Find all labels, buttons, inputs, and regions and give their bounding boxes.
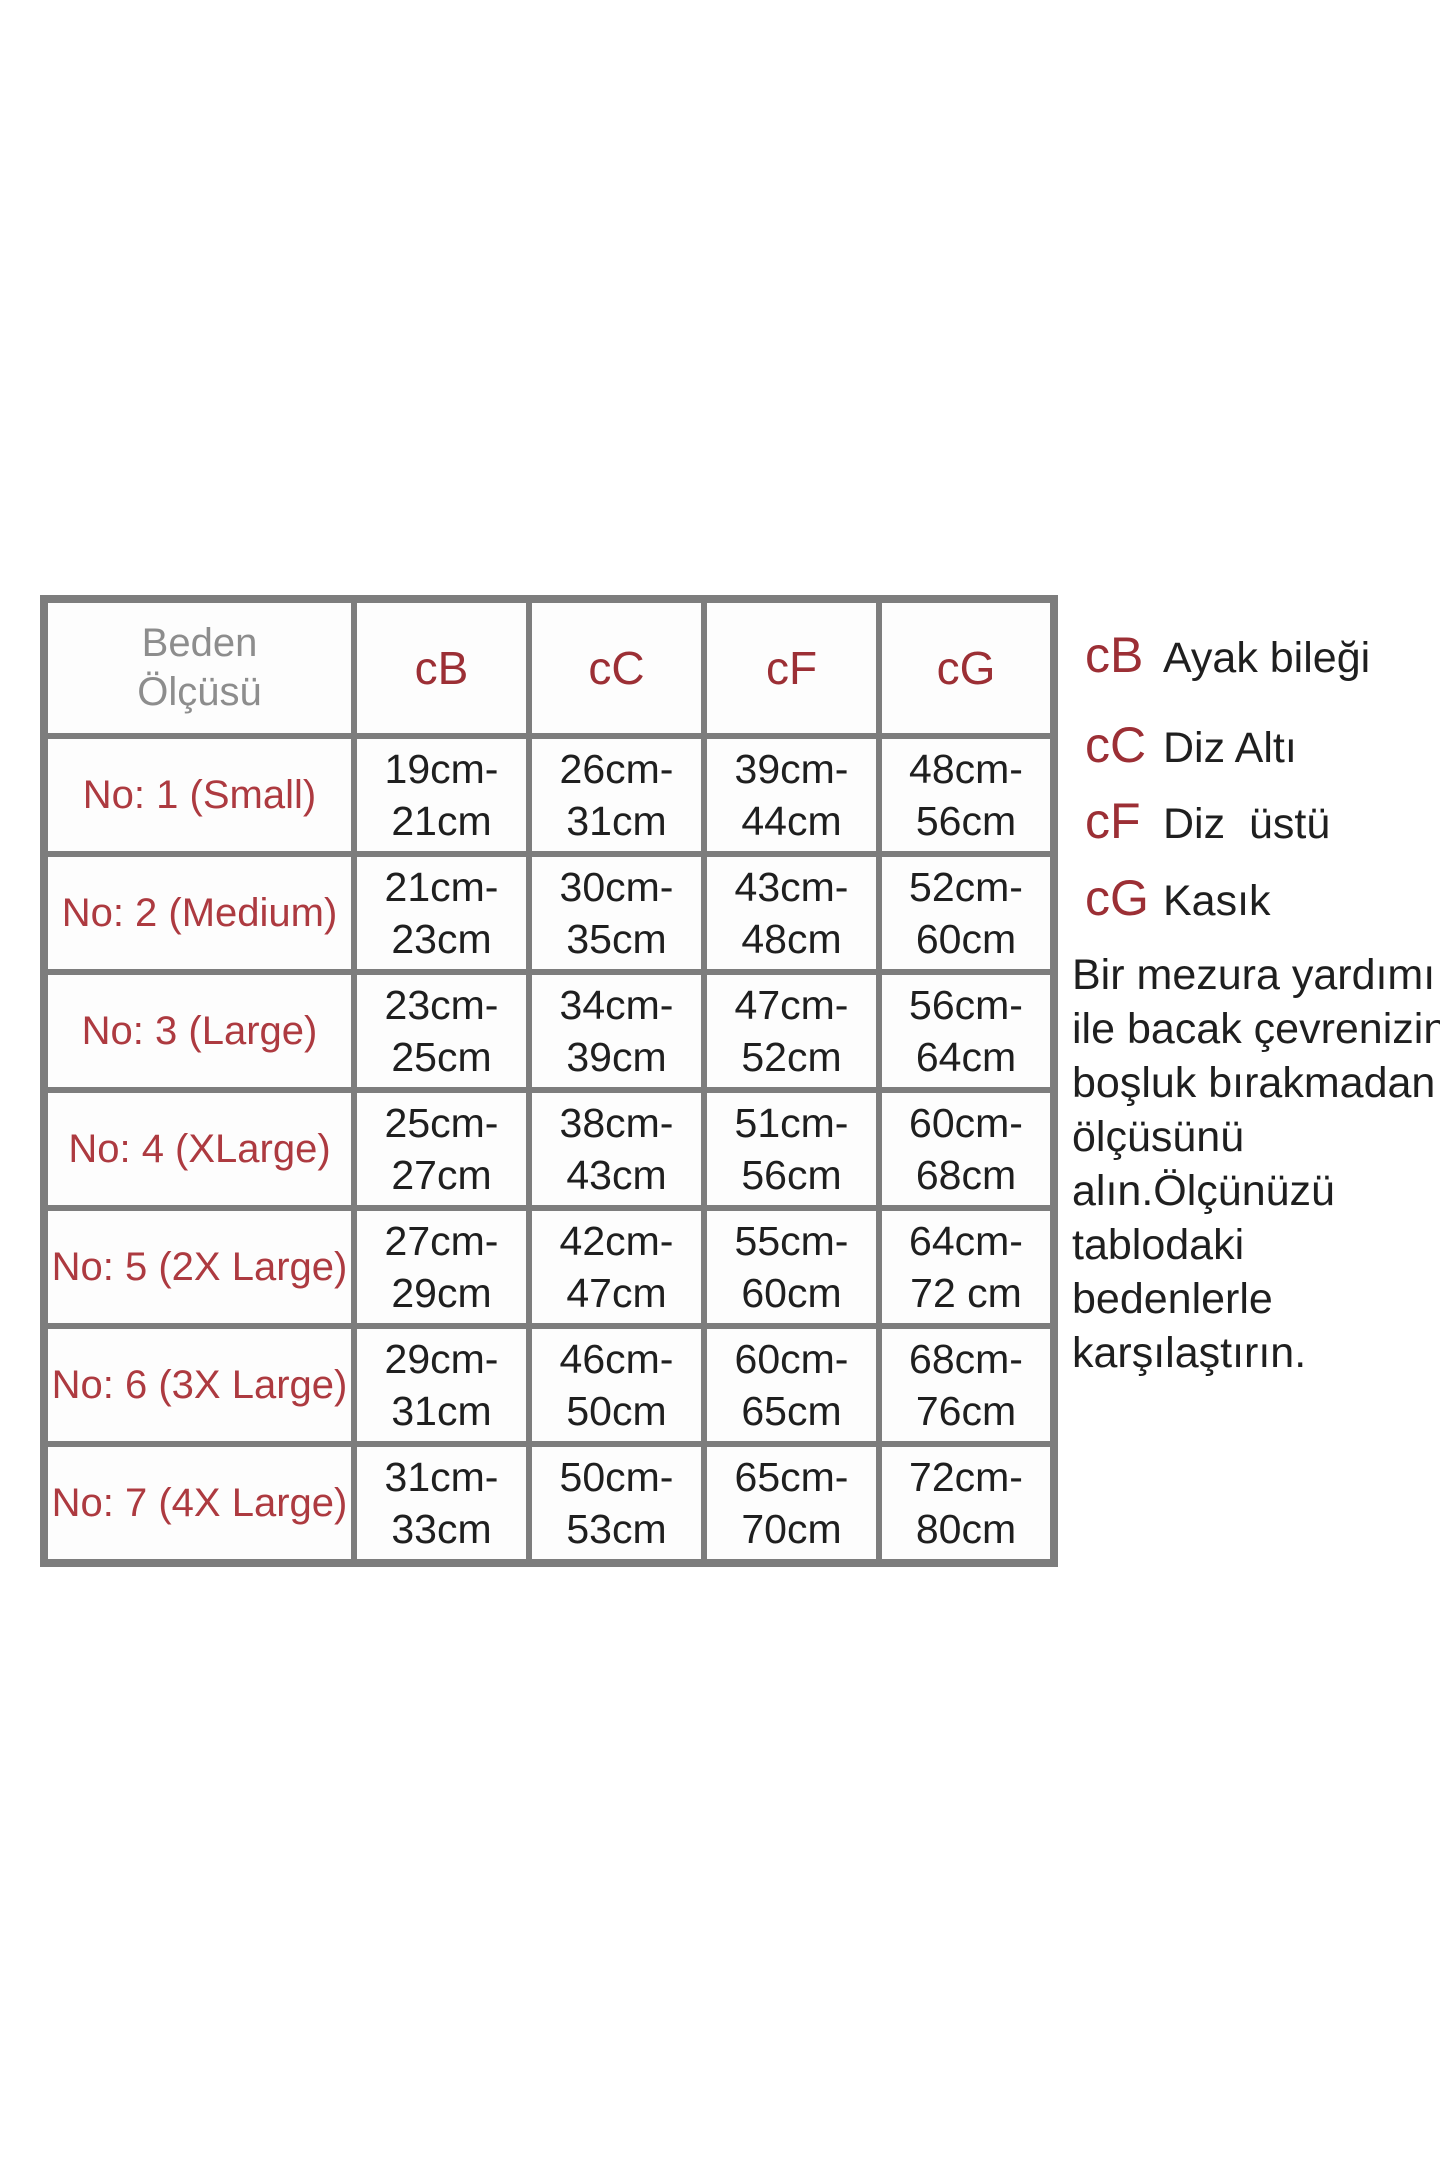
cell-cG: 56cm- 64cm [876,969,1057,1093]
row-label: No: 5 (2X Large) [41,1205,357,1329]
cell-cB: 25cm- 27cm [351,1087,532,1211]
cell-cB: 29cm- 31cm [351,1323,532,1447]
cell-cB: 31cm- 33cm [351,1441,532,1566]
cell-cF: 39cm- 44cm [701,733,882,857]
cell-cG: 48cm- 56cm [876,733,1057,857]
corner-header-beden-olcusu: Beden Ölçüsü [41,596,357,739]
size-chart-table: Beden Ölçüsü cB cC cF cG No: 1 (Small) 1… [40,595,1058,1567]
cell-cF: 47cm- 52cm [701,969,882,1093]
cell-cB: 19cm- 21cm [351,733,532,857]
cell-cC: 50cm- 53cm [526,1441,707,1566]
cell-cG: 64cm- 72 cm [876,1205,1057,1329]
cell-cF: 43cm- 48cm [701,851,882,975]
table-row-size-5: No: 5 (2X Large) 27cm- 29cm 42cm- 47cm 5… [41,1205,1057,1329]
cell-cB: 27cm- 29cm [351,1205,532,1329]
table-row-size-7: No: 7 (4X Large) 31cm- 33cm 50cm- 53cm 6… [41,1441,1057,1566]
cell-cG: 52cm- 60cm [876,851,1057,975]
column-header-cG: cG [876,596,1057,739]
table-header-row: Beden Ölçüsü cB cC cF cG [41,596,1057,739]
legend-label-ayak-bilegi: Ayak bileği [1163,634,1371,682]
legend-item-cC: cC Diz Altı [1085,716,1297,778]
cell-cC: 26cm- 31cm [526,733,707,857]
legend-abbr-cB: cB [1085,627,1144,683]
column-header-cF: cF [701,596,882,739]
cell-cG: 68cm- 76cm [876,1323,1057,1447]
cell-cC: 30cm- 35cm [526,851,707,975]
legend-item-cB: cB Ayak bileği [1085,626,1370,688]
row-label: No: 2 (Medium) [41,851,357,975]
cell-cF: 65cm- 70cm [701,1441,882,1566]
legend-item-cF: cF Diz üstü [1085,792,1330,854]
legend-label-diz-ustu: Diz üstü [1163,800,1331,848]
cell-cB: 21cm- 23cm [351,851,532,975]
column-header-cB: cB [351,596,532,739]
row-label: No: 3 (Large) [41,969,357,1093]
row-label: No: 6 (3X Large) [41,1323,357,1447]
legend-abbr-cC: cC [1085,717,1147,773]
cell-cC: 42cm- 47cm [526,1205,707,1329]
legend-item-cG: cG Kasık [1085,869,1271,931]
legend-label-kasik: Kasık [1163,877,1271,925]
row-label: No: 1 (Small) [41,733,357,857]
cell-cC: 34cm- 39cm [526,969,707,1093]
row-label: No: 7 (4X Large) [41,1441,357,1566]
table-row-size-3: No: 3 (Large) 23cm- 25cm 34cm- 39cm 47cm… [41,969,1057,1093]
row-label: No: 4 (XLarge) [41,1087,357,1211]
cell-cG: 60cm- 68cm [876,1087,1057,1211]
table-row-size-1: No: 1 (Small) 19cm- 21cm 26cm- 31cm 39cm… [41,733,1057,857]
cell-cB: 23cm- 25cm [351,969,532,1093]
table-row-size-6: No: 6 (3X Large) 29cm- 31cm 46cm- 50cm 6… [41,1323,1057,1447]
cell-cC: 46cm- 50cm [526,1323,707,1447]
cell-cF: 55cm- 60cm [701,1205,882,1329]
legend-abbr-cG: cG [1085,870,1149,926]
cell-cF: 51cm- 56cm [701,1087,882,1211]
legend-label-diz-alti: Diz Altı [1163,724,1297,772]
cell-cG: 72cm- 80cm [876,1441,1057,1566]
column-header-cC: cC [526,596,707,739]
cell-cF: 60cm- 65cm [701,1323,882,1447]
legend-abbr-cF: cF [1085,793,1141,849]
measurement-instructions: Bir mezura yardımı ile bacak çevrenizin … [1072,951,1440,1377]
table-row-size-2: No: 2 (Medium) 21cm- 23cm 30cm- 35cm 43c… [41,851,1057,975]
cell-cC: 38cm- 43cm [526,1087,707,1211]
table-row-size-4: No: 4 (XLarge) 25cm- 27cm 38cm- 43cm 51c… [41,1087,1057,1211]
